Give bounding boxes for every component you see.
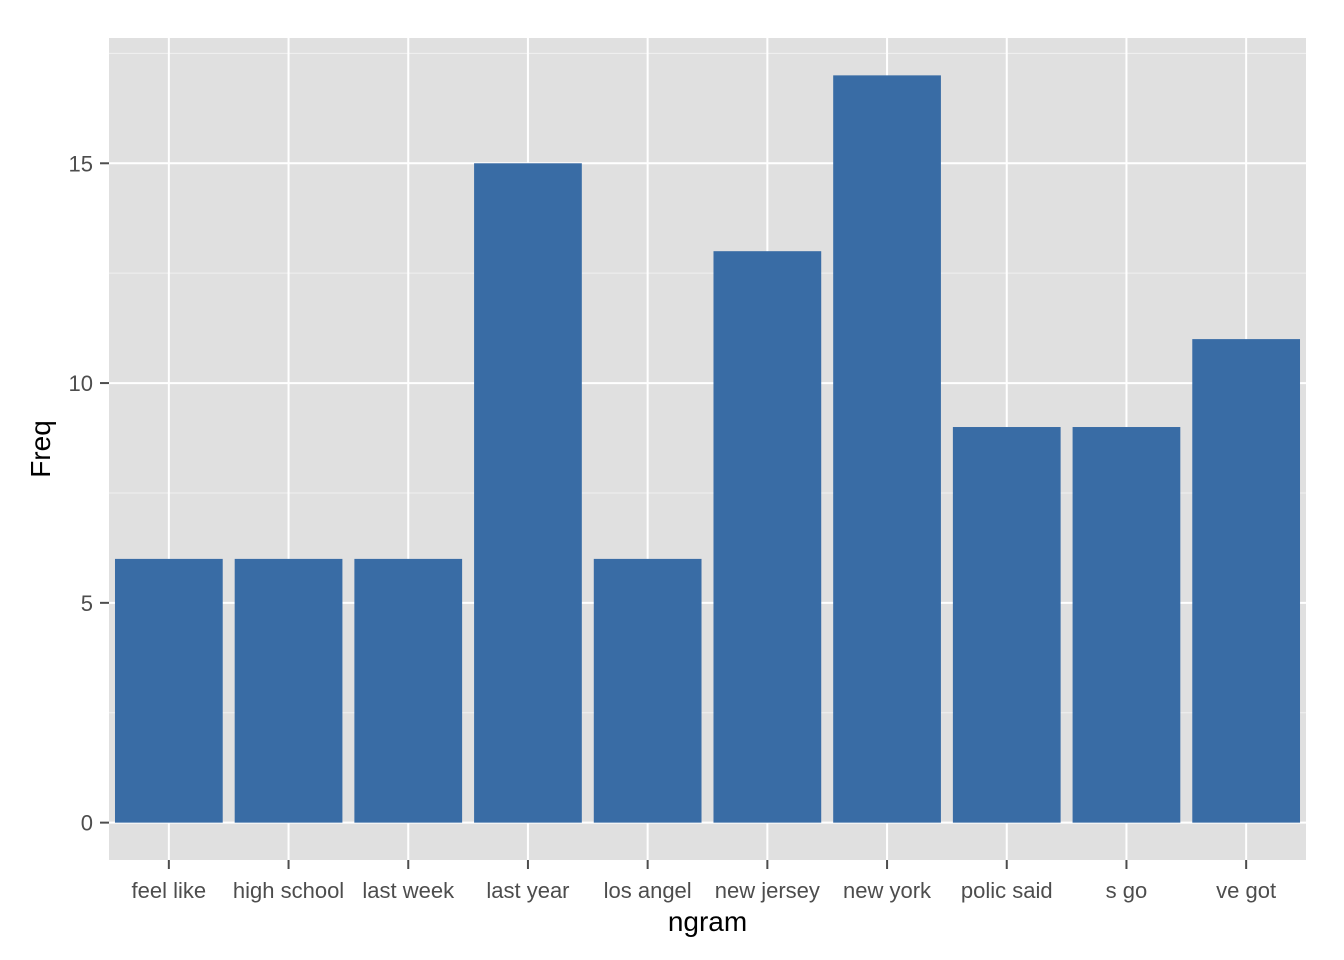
bar xyxy=(354,558,463,823)
y-tick-label: 5 xyxy=(81,591,93,616)
x-tick-label: s go xyxy=(1106,878,1148,903)
x-tick-label: new york xyxy=(843,878,932,903)
y-axis: 0 5 10 15 xyxy=(69,151,109,836)
bar xyxy=(234,558,343,823)
bar xyxy=(1192,339,1301,823)
x-tick-label: high school xyxy=(233,878,344,903)
y-tick-label: 10 xyxy=(69,371,93,396)
x-tick-label: new jersey xyxy=(715,878,820,903)
y-tick-label: 15 xyxy=(69,151,93,176)
bar xyxy=(833,75,941,823)
y-axis-title: Freq xyxy=(25,420,56,478)
x-tick-label: last week xyxy=(362,878,455,903)
y-tick-label: 0 xyxy=(81,811,93,836)
bar xyxy=(1072,427,1181,823)
x-tick-label: polic said xyxy=(961,878,1053,903)
bar xyxy=(593,558,702,823)
x-tick-label: ve got xyxy=(1216,878,1276,903)
bar xyxy=(474,163,582,823)
x-axis-title: ngram xyxy=(668,906,747,937)
bar xyxy=(952,427,1061,823)
x-tick-label: feel like xyxy=(132,878,207,903)
bar xyxy=(114,558,223,823)
bar xyxy=(713,251,822,823)
x-tick-label: los angel xyxy=(604,878,692,903)
x-axis: feel like high school last week last year lo… xyxy=(132,860,1276,903)
x-tick-label: last year xyxy=(486,878,569,903)
bars xyxy=(114,75,1301,823)
